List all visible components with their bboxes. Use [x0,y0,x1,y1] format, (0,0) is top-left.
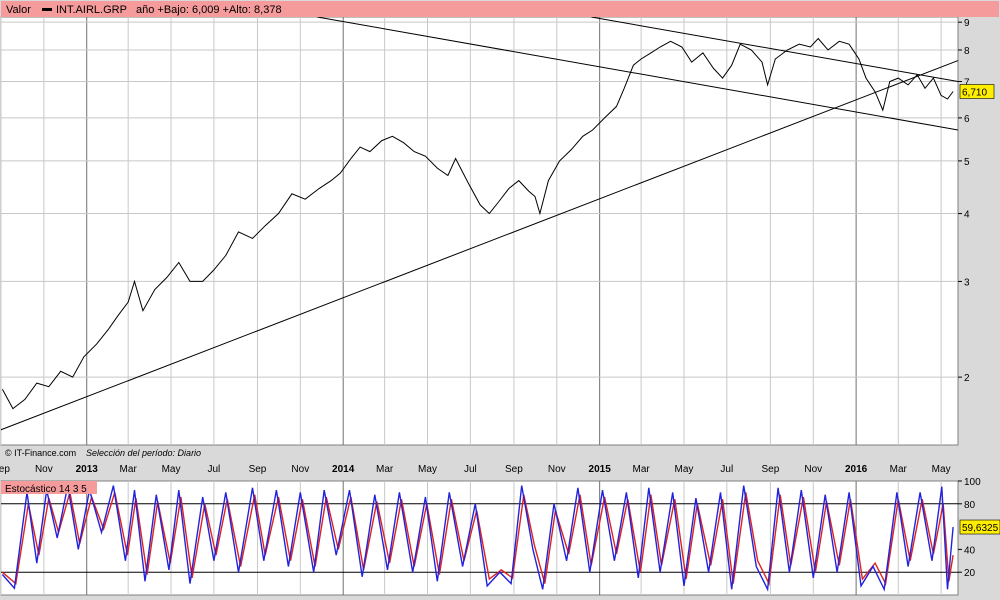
x-tick-label: May [675,464,694,475]
source-label: © IT-Finance.com [5,448,76,458]
stoch-y-label: 100 [964,477,981,488]
x-tick-label: Mar [632,464,650,475]
trendlines [0,16,959,431]
price-y-label: 2 [964,373,970,384]
trendline [317,16,959,131]
price-y-label: 5 [964,157,970,168]
x-tick-label: Sep [505,464,523,475]
x-tick-label: Nov [804,464,822,475]
x-tick-label: May [418,464,437,475]
stoch-title-bg [1,481,97,494]
x-tick-label: Jul [464,464,477,475]
x-tick-label: Sep [249,464,267,475]
ticker-label: INT.AIRL.GRP [56,4,127,16]
time-axis: Sep Nov 2013 Mar May Jul Sep Nov 2014 Mar May Jul Se… [0,464,951,475]
price-y-axis: 2 3 4 5 6 7 8 9 [958,18,970,384]
price-y-label: 4 [964,210,970,221]
price-y-label: 7 [964,77,970,88]
stoch-plot-area [0,480,959,596]
last-price-badge: 6,710 [959,84,995,99]
x-tick-label: Nov [291,464,309,475]
x-tick-label: 2016 [845,464,868,475]
trendline [591,16,959,82]
price-line [1,37,954,410]
x-tick-label: Mar [890,464,908,475]
x-tick-label: Mar [120,464,138,475]
x-tick-label: 2014 [332,464,355,475]
valor-label: Valor [6,4,31,16]
stoch-k-line [1,485,954,592]
stoch-y-label: 40 [964,545,976,556]
stoch-title: Estocástico 14 3 5 [5,484,87,495]
range-label: año +Bajo: 6,009 +Alto: 8,378 [136,4,282,16]
x-tick-label: Nov [548,464,566,475]
price-y-label: 6 [964,114,970,125]
legend-swatch [42,8,52,11]
last-stoch-badge: 59,6325 [959,519,1000,535]
stoch-d-line [1,492,954,586]
price-plot-area [0,16,959,446]
price-y-label: 9 [964,18,970,29]
stoch-y-label: 80 [964,500,976,511]
price-y-label: 8 [964,46,970,57]
x-tick-label: Sep [761,464,779,475]
x-tick-label: Sep [0,464,10,475]
price-y-label: 3 [964,277,970,288]
x-tick-label: Jul [208,464,221,475]
header-bar [1,1,999,17]
price-grid [0,17,958,445]
x-tick-label: Jul [720,464,733,475]
x-tick-label: Nov [35,464,53,475]
x-tick-label: May [932,464,951,475]
x-tick-label: 2015 [589,464,612,475]
stoch-y-label: 20 [964,568,976,579]
stoch-y-axis: 20 40 80 100 [958,477,981,579]
x-tick-label: 2013 [76,464,99,475]
trendline [0,60,959,431]
selection-label: Selección del período: Diario [86,448,201,458]
x-tick-label: May [162,464,181,475]
last-stoch-label: 59,6325 [962,523,999,534]
last-price-label: 6,710 [962,87,987,98]
x-tick-label: Mar [376,464,394,475]
